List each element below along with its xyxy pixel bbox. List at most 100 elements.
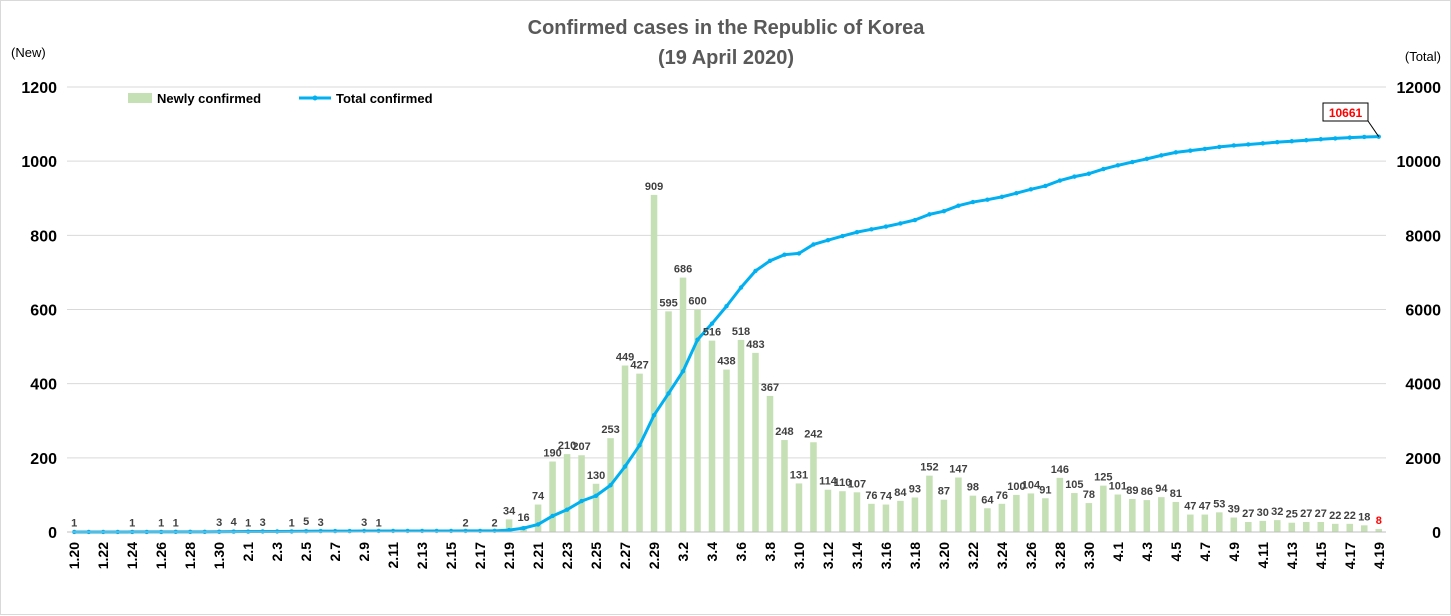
x-tick-label: 3.28 bbox=[1052, 542, 1068, 569]
total-point-2.12 bbox=[405, 529, 409, 533]
bar-new-4.12 bbox=[1274, 520, 1281, 532]
x-tick-label: 1.26 bbox=[153, 542, 169, 569]
total-point-3.24 bbox=[1000, 195, 1004, 199]
bar-new-4.5 bbox=[1173, 502, 1180, 532]
bar-new-2.28 bbox=[636, 374, 643, 532]
data-label-new-1.20: 1 bbox=[71, 518, 77, 530]
total-point-2.22 bbox=[550, 514, 554, 518]
data-label-new-2.1: 1 bbox=[245, 518, 251, 530]
total-point-4.9 bbox=[1232, 143, 1236, 147]
total-point-4.8 bbox=[1217, 145, 1221, 149]
bar-new-3.12 bbox=[825, 490, 832, 532]
bar-new-2.29 bbox=[651, 195, 658, 532]
bar-new-4.15 bbox=[1318, 522, 1325, 532]
x-tick-label: 4.15 bbox=[1313, 542, 1329, 569]
bar-new-4.17 bbox=[1347, 524, 1354, 532]
bar-new-4.7 bbox=[1202, 515, 1209, 532]
data-label-new-4.8: 53 bbox=[1213, 498, 1225, 510]
bar-new-3.24 bbox=[999, 504, 1006, 532]
total-point-2.23 bbox=[565, 507, 569, 511]
total-point-2.8 bbox=[347, 529, 351, 533]
total-point-4.7 bbox=[1203, 147, 1207, 151]
total-point-3.14 bbox=[855, 230, 859, 234]
data-label-new-3.18: 93 bbox=[909, 484, 921, 496]
x-tick-label: 2.7 bbox=[327, 542, 343, 562]
bar-new-4.11 bbox=[1260, 521, 1267, 532]
axes: 0200400600800100012000200040006000800010… bbox=[21, 80, 1441, 569]
left-y-tick-label: 1200 bbox=[21, 80, 57, 97]
x-tick-label: 4.17 bbox=[1342, 542, 1358, 569]
data-label-new-4.15: 27 bbox=[1315, 508, 1327, 520]
x-tick-label: 2.13 bbox=[414, 542, 430, 569]
total-callout: 10661 bbox=[1323, 103, 1379, 137]
data-label-new-3.10: 131 bbox=[790, 469, 808, 481]
data-label-new-2.4: 1 bbox=[289, 518, 295, 530]
data-label-new-3.26: 104 bbox=[1022, 479, 1041, 491]
total-point-2.6 bbox=[318, 529, 322, 533]
data-label-new-1.27: 1 bbox=[173, 518, 179, 530]
total-point-3.11 bbox=[811, 242, 815, 246]
bar-new-3.8 bbox=[767, 396, 774, 532]
data-label-new-4.7: 47 bbox=[1199, 501, 1211, 513]
data-label-new-1.24: 1 bbox=[129, 518, 135, 530]
right-y-tick-label: 10000 bbox=[1397, 154, 1442, 171]
total-point-2.29 bbox=[652, 413, 656, 417]
x-tick-label: 1.28 bbox=[182, 542, 198, 569]
x-tick-label: 1.20 bbox=[66, 542, 82, 569]
data-label-new-2.6: 3 bbox=[318, 517, 324, 529]
total-point-3.28 bbox=[1058, 178, 1062, 182]
bar-new-3.5 bbox=[723, 370, 730, 532]
data-label-new-4.5: 81 bbox=[1170, 488, 1182, 500]
data-label-new-3.8: 367 bbox=[761, 382, 779, 394]
total-point-3.30 bbox=[1087, 172, 1091, 176]
bar-new-2.27 bbox=[622, 365, 629, 532]
x-tick-label: 2.17 bbox=[472, 542, 488, 569]
total-point-3.15 bbox=[869, 227, 873, 231]
total-point-2.2 bbox=[260, 529, 264, 533]
x-tick-label: 2.23 bbox=[559, 542, 575, 569]
bar-new-3.20 bbox=[941, 500, 948, 532]
data-label-new-3.9: 248 bbox=[775, 426, 793, 438]
left-y-tick-label: 800 bbox=[30, 228, 57, 245]
total-point-3.29 bbox=[1072, 174, 1076, 178]
total-point-3.5 bbox=[724, 304, 728, 308]
total-point-2.4 bbox=[289, 529, 293, 533]
x-tick-label: 3.30 bbox=[1081, 542, 1097, 569]
right-y-tick-label: 6000 bbox=[1405, 303, 1441, 320]
data-label-new-4.14: 27 bbox=[1300, 508, 1312, 520]
bar-new-4.4 bbox=[1158, 497, 1165, 532]
data-label-new-4.17: 22 bbox=[1344, 510, 1356, 522]
data-label-new-3.7: 483 bbox=[746, 339, 764, 351]
x-tick-label: 4.1 bbox=[1110, 542, 1126, 562]
left-y-tick-label: 0 bbox=[48, 525, 57, 542]
data-label-new-2.25: 130 bbox=[587, 470, 605, 482]
total-point-4.16 bbox=[1333, 136, 1337, 140]
bar-new-3.26 bbox=[1028, 493, 1035, 532]
x-tick-label: 3.12 bbox=[820, 542, 836, 569]
total-point-4.6 bbox=[1188, 148, 1192, 152]
data-label-new-3.11: 242 bbox=[804, 428, 822, 440]
bar-new-3.1 bbox=[665, 311, 672, 532]
total-point-3.6 bbox=[739, 285, 743, 289]
total-point-3.7 bbox=[753, 269, 757, 273]
total-point-3.17 bbox=[898, 221, 902, 225]
data-label-new-1.31: 4 bbox=[231, 517, 238, 529]
right-y-tick-label: 2000 bbox=[1405, 451, 1441, 468]
bar-new-3.14 bbox=[854, 492, 861, 532]
bar-new-4.2 bbox=[1129, 499, 1136, 532]
bar-new-4.13 bbox=[1289, 523, 1296, 532]
bar-new-4.16 bbox=[1332, 524, 1339, 532]
data-label-new-3.5: 438 bbox=[717, 356, 735, 368]
total-point-3.26 bbox=[1029, 187, 1033, 191]
bar-new-4.18 bbox=[1361, 525, 1368, 532]
total-point-4.13 bbox=[1290, 139, 1294, 143]
data-label-new-4.16: 22 bbox=[1329, 510, 1341, 522]
x-tick-label: 4.11 bbox=[1255, 542, 1271, 569]
x-tick-label: 2.19 bbox=[501, 542, 517, 569]
x-tick-label: 3.2 bbox=[675, 542, 691, 562]
x-tick-label: 3.20 bbox=[936, 542, 952, 569]
bar-new-2.23 bbox=[564, 454, 571, 532]
x-tick-label: 4.3 bbox=[1139, 542, 1155, 562]
bar-new-4.8 bbox=[1216, 512, 1223, 532]
